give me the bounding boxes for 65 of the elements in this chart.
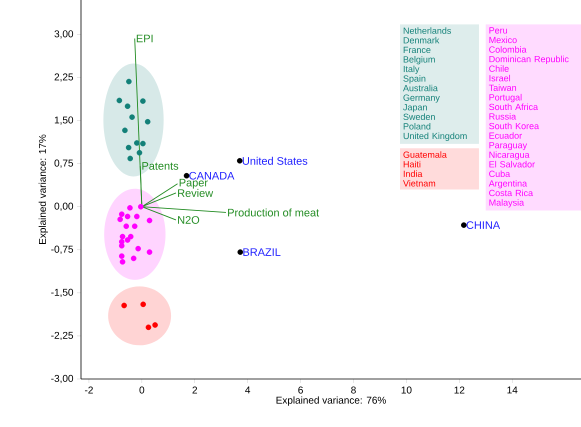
annotation: Ecuador bbox=[489, 132, 522, 139]
x-tick-label: 8 bbox=[351, 386, 356, 394]
y-tick-label: -2,25 bbox=[51, 332, 74, 340]
annotation: South Africa bbox=[489, 103, 538, 110]
y-tick-label: 3,00 bbox=[54, 30, 74, 39]
x-tick-label: 12 bbox=[454, 386, 464, 394]
annotation: Australia bbox=[403, 84, 438, 92]
annotation: CHINA bbox=[466, 221, 500, 229]
x-tick-label: 6 bbox=[298, 386, 303, 394]
series-label: Paper bbox=[180, 178, 208, 189]
annotation: Paraguay bbox=[489, 142, 528, 150]
y-tick-label: 2,25 bbox=[54, 73, 74, 82]
annotation: Poland bbox=[404, 122, 430, 130]
annotation: Argentina bbox=[488, 180, 528, 188]
annotation: Germany bbox=[403, 94, 440, 103]
annotation: United States bbox=[242, 156, 308, 165]
series-label: Review bbox=[178, 188, 214, 197]
annotation: Spain bbox=[403, 75, 426, 84]
series-label: EPI bbox=[136, 34, 153, 42]
annotation: Peru bbox=[489, 27, 508, 34]
annotation: United Kingdom bbox=[404, 132, 467, 141]
y-tick-label: -1,50 bbox=[51, 288, 74, 297]
x-tick-label: 0 bbox=[139, 386, 144, 394]
annotation: Costa Rica bbox=[489, 190, 534, 196]
series-label: Production of meat bbox=[228, 208, 320, 216]
x-tick-label: 10 bbox=[402, 386, 412, 394]
annotation: India bbox=[404, 170, 422, 177]
x-tick-label: 14 bbox=[507, 386, 518, 394]
x-axis-title: Explained variance: 76% bbox=[276, 396, 386, 406]
annotation: Russia bbox=[489, 113, 516, 120]
annotation: Sweden bbox=[403, 113, 435, 120]
annotation: Netherlands bbox=[404, 27, 451, 34]
annotation: BRAZIL bbox=[243, 248, 280, 256]
annotation: Chile bbox=[489, 65, 509, 72]
annotation: Mexico bbox=[489, 36, 517, 44]
annotation: Belgium bbox=[404, 56, 435, 64]
annotation: Taiwan bbox=[488, 84, 516, 91]
annotation: Colombia bbox=[489, 46, 527, 53]
y-tick-label: 0,00 bbox=[54, 202, 74, 211]
annotation: Malaysia bbox=[489, 199, 524, 208]
annotation: Haiti bbox=[404, 160, 420, 168]
annotation: El Salvador bbox=[489, 160, 535, 168]
annotation: Guatemala bbox=[403, 151, 447, 158]
annotation: Italy bbox=[404, 66, 420, 74]
annotation: Vietnam bbox=[403, 180, 436, 187]
x-tick-label: 4 bbox=[245, 386, 250, 394]
y-axis-title: Explained variance: 17% bbox=[38, 134, 48, 244]
annotation: South Korea bbox=[489, 122, 540, 130]
annotation: Japan bbox=[403, 104, 427, 112]
series-label: N2O bbox=[178, 216, 200, 224]
y-tick-label: 0,75 bbox=[54, 160, 74, 168]
series-label: Patents bbox=[142, 162, 178, 170]
annotation: Nicaragua bbox=[489, 151, 530, 160]
y-tick-label: 1,50 bbox=[54, 116, 74, 125]
annotation: Cuba bbox=[489, 170, 510, 178]
y-tick-label: -3,00 bbox=[51, 374, 74, 384]
y-tick-label: -0,75 bbox=[51, 246, 74, 254]
annotation: CANADA bbox=[189, 172, 234, 180]
annotation: Denmark bbox=[404, 36, 440, 44]
annotation: France bbox=[404, 46, 430, 54]
x-tick-label: 2 bbox=[192, 386, 198, 394]
x-tick-label: -2 bbox=[84, 386, 93, 394]
annotation: Dominican Republic bbox=[489, 56, 569, 64]
annotation: Israel bbox=[490, 74, 510, 82]
annotation: Portugal bbox=[489, 94, 522, 102]
